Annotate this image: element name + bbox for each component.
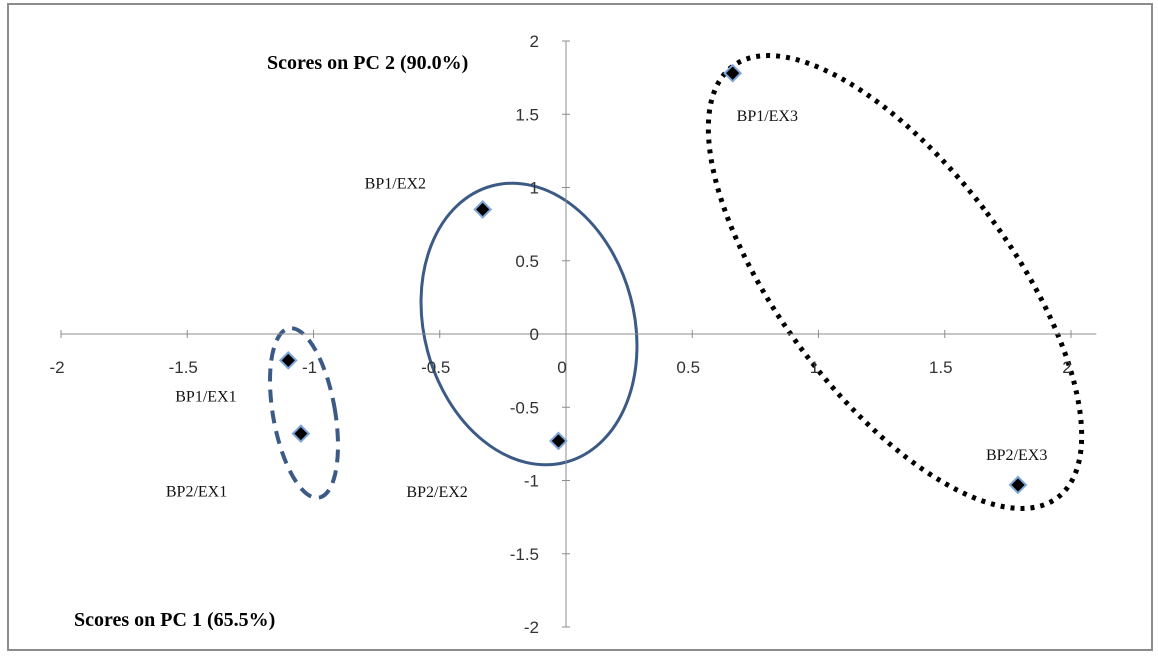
y-axis-title: Scores on PC 2 (90.0%): [267, 52, 468, 74]
x-axis-title: Scores on PC 1 (65.5%): [74, 609, 275, 631]
data-label: BP1/EX1: [175, 388, 236, 405]
x-tick-label: 1.5: [929, 358, 953, 377]
group-ex1-dashed-ellipse: [268, 326, 340, 500]
x-tick-label: -0.5: [421, 358, 450, 377]
y-tick-label: -2: [524, 618, 539, 637]
data-point: [549, 431, 568, 451]
data-point: [723, 63, 743, 83]
x-tick-label: 0: [557, 358, 566, 377]
y-tick-label: -1.5: [510, 545, 539, 564]
chart-frame: -2 -1.5 -1 -0.5 0 0.5 1 1.5 2 -2 -1.5 -1 -0.5 0 0.5 1 1…: [7, 3, 1153, 651]
y-tick-label: 0.5: [515, 252, 539, 271]
data-point: [1008, 475, 1028, 495]
group-ex2-solid-ellipse: [419, 181, 639, 467]
x-tick-label: 2: [1062, 358, 1071, 377]
x-tick-label: 0.5: [676, 358, 700, 377]
scatter-plot: -2 -1.5 -1 -0.5 0 0.5 1 1.5 2 -2 -1.5 -1 -0.5 0 0.5 1 1…: [49, 32, 1097, 637]
data-point: [473, 200, 493, 219]
y-tick-label: -0.5: [510, 398, 539, 417]
data-label: BP1/EX2: [365, 175, 426, 192]
y-tick-label: 1: [530, 179, 539, 198]
data-label: BP1/EX3: [737, 108, 798, 125]
y-tick-label: 0: [530, 325, 539, 344]
x-tick-label: -2: [49, 358, 64, 377]
data-label: BP2/EX1: [166, 484, 227, 501]
group-ex3-dotted-ellipse: [705, 53, 1085, 511]
data-label: BP2/EX3: [986, 447, 1047, 464]
y-tick-label: 1.5: [515, 105, 539, 124]
x-tick-label: -1: [302, 358, 317, 377]
x-tick-label: -1.5: [169, 358, 198, 377]
data-point: [278, 350, 298, 370]
data-point: [291, 424, 311, 444]
data-label: BP2/EX2: [406, 484, 467, 501]
x-tick-label: 1: [810, 358, 819, 377]
y-tick-label: -1: [524, 472, 539, 491]
y-tick-label: 2: [530, 32, 539, 51]
